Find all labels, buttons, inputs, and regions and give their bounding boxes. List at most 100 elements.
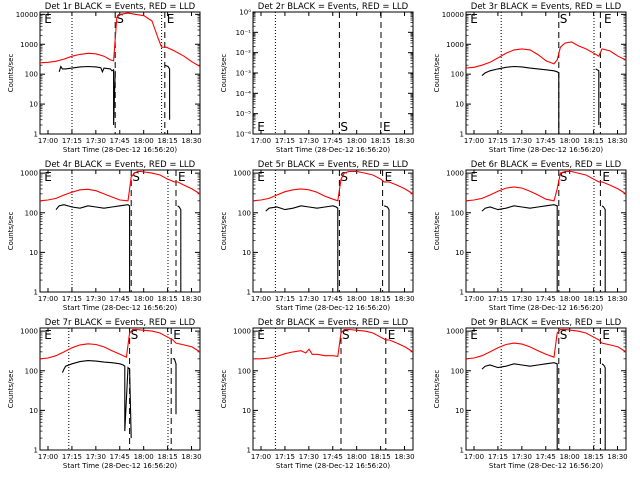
- y-tick-label: 100: [451, 209, 464, 217]
- events-series-line: [61, 358, 177, 439]
- x-tick-label: 18:30: [607, 137, 627, 145]
- marker-e-end: E: [178, 170, 186, 184]
- x-tick-label: 18:15: [584, 453, 604, 461]
- x-tick-label: 18:30: [181, 295, 201, 303]
- y-tick-label: 10⁻⁶: [236, 131, 252, 139]
- x-tick-label: 18:30: [181, 137, 201, 145]
- y-tick-label: 100: [451, 367, 464, 375]
- y-axis-label: Counts/sec: [220, 54, 228, 93]
- y-tick-label: 100: [238, 209, 251, 217]
- x-tick-label: 17:15: [488, 453, 508, 461]
- x-tick-label: 17:00: [38, 137, 58, 145]
- panel-title: Det 4r BLACK = Events, RED = LLD: [45, 160, 196, 170]
- panel-title: Det 6r BLACK = Events, RED = LLD: [471, 160, 622, 170]
- x-tick-label: 18:30: [394, 453, 414, 461]
- marker-e-start: E: [44, 170, 52, 184]
- y-tick-label: 1000: [446, 41, 464, 49]
- y-tick-label: 1000: [20, 41, 38, 49]
- y-tick-label: 10⁻²: [236, 49, 252, 57]
- x-tick-label: 17:30: [86, 137, 106, 145]
- plot-frame: [465, 169, 627, 293]
- lld-series-line: [39, 12, 201, 67]
- x-axis-label: Start Time (28-Dec-12 16:56:20): [276, 462, 390, 470]
- plot-frame: [465, 327, 627, 451]
- y-axis-label: Counts/sec: [433, 370, 441, 409]
- y-tick-label: 1: [34, 131, 38, 139]
- marker-e-end: E: [602, 328, 610, 342]
- y-tick-label: 100: [451, 71, 464, 79]
- y-tick-label: 1000: [20, 328, 38, 336]
- marker-e-start: E: [470, 170, 478, 184]
- plot-frame: [39, 11, 201, 135]
- y-tick-label: 10: [242, 407, 251, 415]
- panel-title: Det 7r BLACK = Events, RED = LLD: [45, 318, 196, 328]
- panel-title: Det 9r BLACK = Events, RED = LLD: [471, 318, 622, 328]
- x-tick-label: 17:00: [464, 453, 484, 461]
- x-tick-label: 17:45: [323, 137, 343, 145]
- x-axis-label: Start Time (28-Dec-12 16:56:20): [276, 304, 390, 312]
- x-tick-label: 18:15: [158, 295, 178, 303]
- x-axis-label: Start Time (28-Dec-12 16:56:20): [489, 462, 603, 470]
- y-tick-label: 1000: [446, 170, 464, 178]
- x-tick-label: 17:00: [38, 295, 58, 303]
- y-tick-label: 1: [34, 289, 38, 297]
- marker-s: S: [132, 170, 140, 184]
- y-tick-label: 10: [29, 101, 38, 109]
- y-tick-label: 10: [242, 249, 251, 257]
- x-tick-label: 17:30: [299, 137, 319, 145]
- x-tick-label: 17:30: [512, 295, 532, 303]
- plot-frame: [465, 11, 627, 135]
- x-tick-label: 17:30: [86, 295, 106, 303]
- x-tick-label: 18:00: [347, 453, 367, 461]
- x-tick-label: 18:30: [394, 295, 414, 303]
- panel-title: Det 1r BLACK = Events, RED = LLD: [45, 2, 196, 12]
- x-axis-label: Start Time (28-Dec-12 16:56:20): [63, 304, 177, 312]
- x-tick-label: 17:30: [512, 453, 532, 461]
- marker-s: S: [116, 12, 124, 26]
- y-tick-label: 10: [455, 407, 464, 415]
- x-tick-label: 17:15: [62, 295, 82, 303]
- y-tick-label: 10000: [16, 11, 38, 19]
- x-tick-label: 17:30: [512, 137, 532, 145]
- y-tick-label: 10⁻⁵: [236, 110, 252, 118]
- lld-series-line: [465, 41, 627, 69]
- panel-title: Det 2r BLACK = Events, RED = LLD: [258, 2, 409, 12]
- x-tick-label: 18:30: [181, 453, 201, 461]
- x-tick-label: 18:30: [607, 453, 627, 461]
- events-series-line: [55, 204, 182, 292]
- marker-e-start: E: [44, 12, 52, 26]
- y-tick-label: 100: [25, 209, 38, 217]
- x-tick-label: 17:15: [275, 295, 295, 303]
- lld-series-line: [39, 170, 201, 202]
- marker-e-end: E: [167, 12, 175, 26]
- x-tick-label: 18:00: [347, 137, 367, 145]
- events-series-line: [481, 204, 606, 292]
- events-series-line: [481, 362, 606, 450]
- y-axis-label: Counts/sec: [7, 54, 15, 93]
- y-tick-label: 1000: [446, 328, 464, 336]
- plot-frame: [252, 11, 414, 135]
- panel-title: Det 3r BLACK = Events, RED = LLD: [471, 2, 622, 12]
- y-tick-label: 1000: [233, 170, 251, 178]
- marker-e-start: E: [257, 328, 265, 342]
- y-tick-label: 1: [460, 447, 464, 455]
- y-tick-label: 100: [25, 367, 38, 375]
- x-axis-label: Start Time (28-Dec-12 16:56:20): [276, 146, 390, 154]
- y-axis-label: Counts/sec: [433, 212, 441, 251]
- y-axis-label: Counts/sec: [7, 212, 15, 251]
- plot-frame: [252, 327, 414, 451]
- x-tick-label: 17:45: [323, 295, 343, 303]
- x-tick-label: 17:00: [38, 453, 58, 461]
- events-series-line: [265, 205, 390, 292]
- y-tick-label: 1: [460, 289, 464, 297]
- y-tick-label: 10⁻¹: [236, 29, 252, 37]
- marker-s: S: [560, 170, 568, 184]
- x-tick-label: 17:15: [275, 453, 295, 461]
- marker-s: S: [340, 170, 348, 184]
- x-tick-label: 17:45: [110, 453, 130, 461]
- x-tick-label: 18:00: [134, 137, 154, 145]
- marker-e-end: E: [388, 328, 396, 342]
- y-axis-label: Counts/sec: [433, 54, 441, 93]
- events-series-line: [481, 65, 600, 134]
- x-tick-label: 17:00: [251, 295, 271, 303]
